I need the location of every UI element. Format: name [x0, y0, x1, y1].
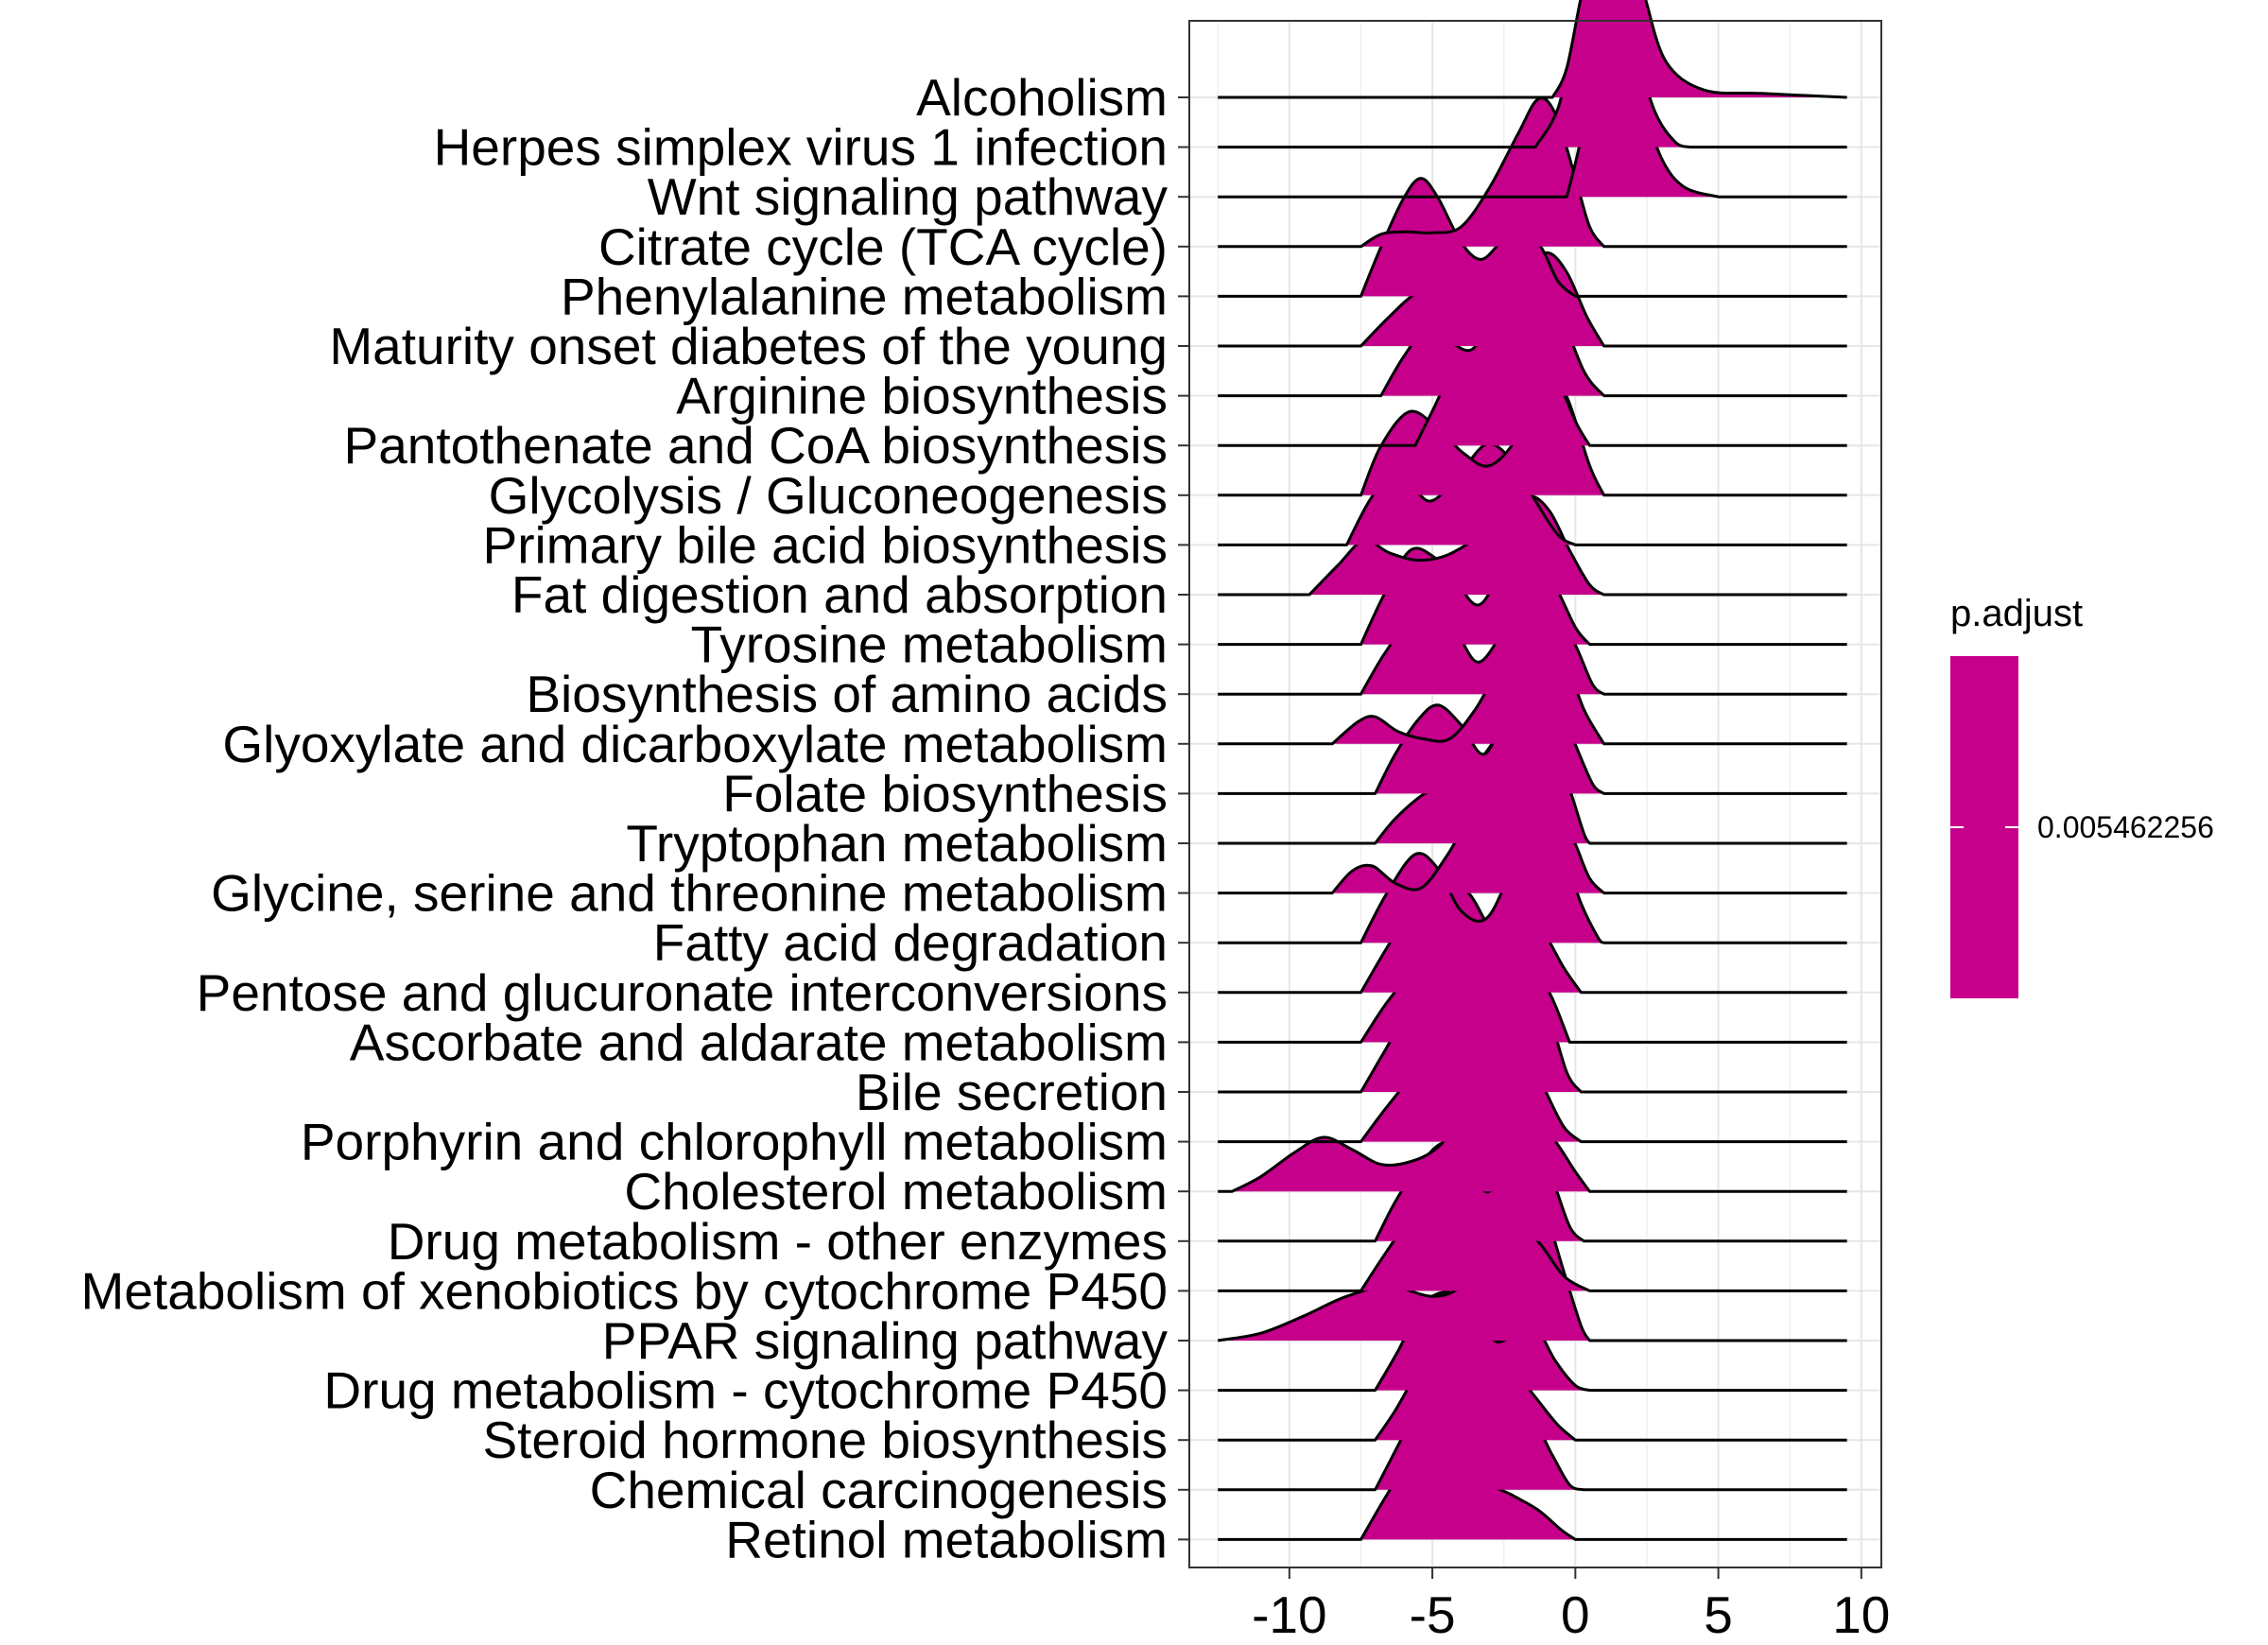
ridge-fill: [1218, 252, 1847, 346]
y-tick-label: Fatty acid degradation: [653, 913, 1168, 972]
x-tick-label: 10: [1832, 1585, 1890, 1644]
y-tick-label: Drug metabolism - other enzymes: [388, 1212, 1168, 1271]
y-tick-label: Retinol metabolism: [725, 1510, 1168, 1568]
y-tick-label: Tyrosine metabolism: [691, 615, 1168, 674]
y-tick-label: Cholesterol metabolism: [624, 1162, 1168, 1221]
y-tick-label: Pentose and glucuronate interconversions: [197, 963, 1168, 1022]
ridge-fill: [1218, 1430, 1847, 1540]
ridge-fill: [1218, 443, 1847, 545]
x-tick-label: -10: [1252, 1585, 1327, 1644]
y-tick-label: Ascorbate and aldarate metabolism: [350, 1013, 1168, 1071]
ridge-fill: [1218, 1192, 1847, 1291]
x-tick-label: 5: [1704, 1585, 1733, 1644]
y-tick-label: Bile secretion: [856, 1063, 1168, 1121]
y-tick-label: Alcoholism: [916, 68, 1168, 127]
y-tick-label: Glycine, serine and threonine metabolism: [211, 864, 1168, 923]
y-tick-label: Glyoxylate and dicarboxylate metabolism: [222, 715, 1168, 773]
y-tick-label: Primary bile acid biosynthesis: [483, 515, 1168, 574]
y-tick-label: Porphyrin and chlorophyll metabolism: [301, 1113, 1168, 1171]
y-tick-label: PPAR signaling pathway: [602, 1311, 1169, 1370]
y-tick-label: Citrate cycle (TCA cycle): [598, 217, 1168, 276]
x-tick-label: -5: [1410, 1585, 1456, 1644]
y-tick-label: Drug metabolism - cytochrome P450: [323, 1361, 1168, 1420]
y-tick-label: Folate biosynthesis: [722, 764, 1168, 822]
y-tick-label: Metabolism of xenobiotics by cytochrome …: [81, 1261, 1168, 1320]
ridge-fill: [1218, 1291, 1847, 1391]
y-tick-label: Maturity onset diabetes of the young: [329, 317, 1168, 375]
y-tick-label: Pantothenate and CoA biosynthesis: [344, 416, 1168, 475]
ridge-fill: [1218, 495, 1847, 595]
y-tick-label: Glycolysis / Gluconeogenesis: [489, 466, 1168, 525]
ridge-0: [1218, 0, 1847, 99]
ridge-fill: [1218, 1322, 1847, 1441]
ridge-outline: [1218, 177, 1847, 298]
ridge-fill: [1218, 1142, 1847, 1241]
y-tick-label: Herpes simplex virus 1 infection: [434, 118, 1168, 177]
y-tick-label: Arginine biosynthesis: [676, 367, 1168, 425]
legend: p.adjust 0.005462256: [1950, 593, 2214, 998]
legend-label: 0.005462256: [2037, 810, 2214, 844]
ridge-fill: [1218, 1098, 1847, 1192]
y-tick-label: Wnt signaling pathway: [648, 167, 1169, 226]
ridge-fill: [1218, 97, 1847, 247]
ridge-outline: [1218, 0, 1847, 99]
y-tick-label: Phenylalanine metabolism: [561, 267, 1168, 325]
x-tick-label: 0: [1561, 1585, 1590, 1644]
x-axis: -10 -5 0 5 10: [1252, 1567, 1890, 1644]
ridge-outline: [1218, 822, 1847, 944]
y-tick-label: Fat digestion and absorption: [511, 565, 1168, 624]
density-ridges: [1217, 0, 1847, 1541]
y-axis-ticks: [1178, 96, 1189, 1541]
ridge-fill: [1218, 547, 1847, 645]
y-tick-label: Tryptophan metabolism: [626, 814, 1168, 873]
legend-title: p.adjust: [1950, 593, 2083, 634]
y-tick-label: Steroid hormone biosynthesis: [482, 1411, 1168, 1469]
y-tick-label: Biosynthesis of amino acids: [526, 665, 1168, 723]
y-tick-label: Chemical carcinogenesis: [590, 1461, 1168, 1519]
